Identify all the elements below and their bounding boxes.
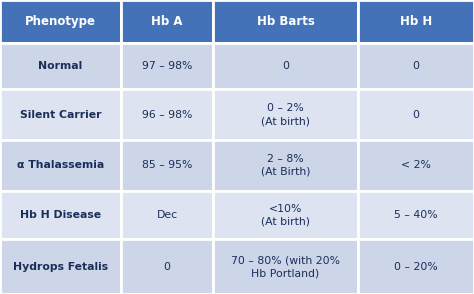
- FancyBboxPatch shape: [358, 43, 474, 89]
- FancyBboxPatch shape: [0, 0, 121, 43]
- Text: Hydrops Fetalis: Hydrops Fetalis: [13, 262, 108, 272]
- Text: 96 – 98%: 96 – 98%: [142, 110, 192, 120]
- Text: Hb H: Hb H: [400, 15, 432, 28]
- FancyBboxPatch shape: [358, 89, 474, 140]
- FancyBboxPatch shape: [0, 239, 121, 294]
- FancyBboxPatch shape: [213, 140, 358, 191]
- FancyBboxPatch shape: [0, 89, 121, 140]
- FancyBboxPatch shape: [0, 43, 121, 89]
- FancyBboxPatch shape: [213, 0, 358, 43]
- FancyBboxPatch shape: [213, 191, 358, 239]
- Text: 0: 0: [164, 262, 171, 272]
- Text: 70 – 80% (with 20%
Hb Portland): 70 – 80% (with 20% Hb Portland): [231, 255, 340, 278]
- FancyBboxPatch shape: [121, 43, 213, 89]
- FancyBboxPatch shape: [121, 239, 213, 294]
- Text: α Thalassemia: α Thalassemia: [17, 161, 104, 171]
- FancyBboxPatch shape: [121, 191, 213, 239]
- Text: Silent Carrier: Silent Carrier: [20, 110, 101, 120]
- Text: 97 – 98%: 97 – 98%: [142, 61, 192, 71]
- Text: Hb A: Hb A: [151, 15, 183, 28]
- Text: < 2%: < 2%: [401, 161, 431, 171]
- Text: Hb H Disease: Hb H Disease: [20, 210, 101, 220]
- Text: Dec: Dec: [156, 210, 178, 220]
- Text: Hb Barts: Hb Barts: [256, 15, 315, 28]
- FancyBboxPatch shape: [121, 89, 213, 140]
- FancyBboxPatch shape: [358, 239, 474, 294]
- FancyBboxPatch shape: [213, 43, 358, 89]
- FancyBboxPatch shape: [358, 0, 474, 43]
- FancyBboxPatch shape: [121, 140, 213, 191]
- Text: 0 – 2%
(At birth): 0 – 2% (At birth): [261, 103, 310, 126]
- Text: 0: 0: [412, 110, 419, 120]
- Text: 0: 0: [412, 61, 419, 71]
- Text: 5 – 40%: 5 – 40%: [394, 210, 438, 220]
- FancyBboxPatch shape: [213, 89, 358, 140]
- FancyBboxPatch shape: [0, 140, 121, 191]
- FancyBboxPatch shape: [121, 0, 213, 43]
- FancyBboxPatch shape: [358, 140, 474, 191]
- Text: Phenotype: Phenotype: [25, 15, 96, 28]
- FancyBboxPatch shape: [358, 191, 474, 239]
- FancyBboxPatch shape: [213, 239, 358, 294]
- Text: 0 – 20%: 0 – 20%: [394, 262, 438, 272]
- Text: 85 – 95%: 85 – 95%: [142, 161, 192, 171]
- Text: 0: 0: [282, 61, 289, 71]
- Text: 2 – 8%
(At Birth): 2 – 8% (At Birth): [261, 154, 310, 177]
- FancyBboxPatch shape: [0, 191, 121, 239]
- Text: <10%
(At birth): <10% (At birth): [261, 204, 310, 226]
- Text: Normal: Normal: [38, 61, 82, 71]
